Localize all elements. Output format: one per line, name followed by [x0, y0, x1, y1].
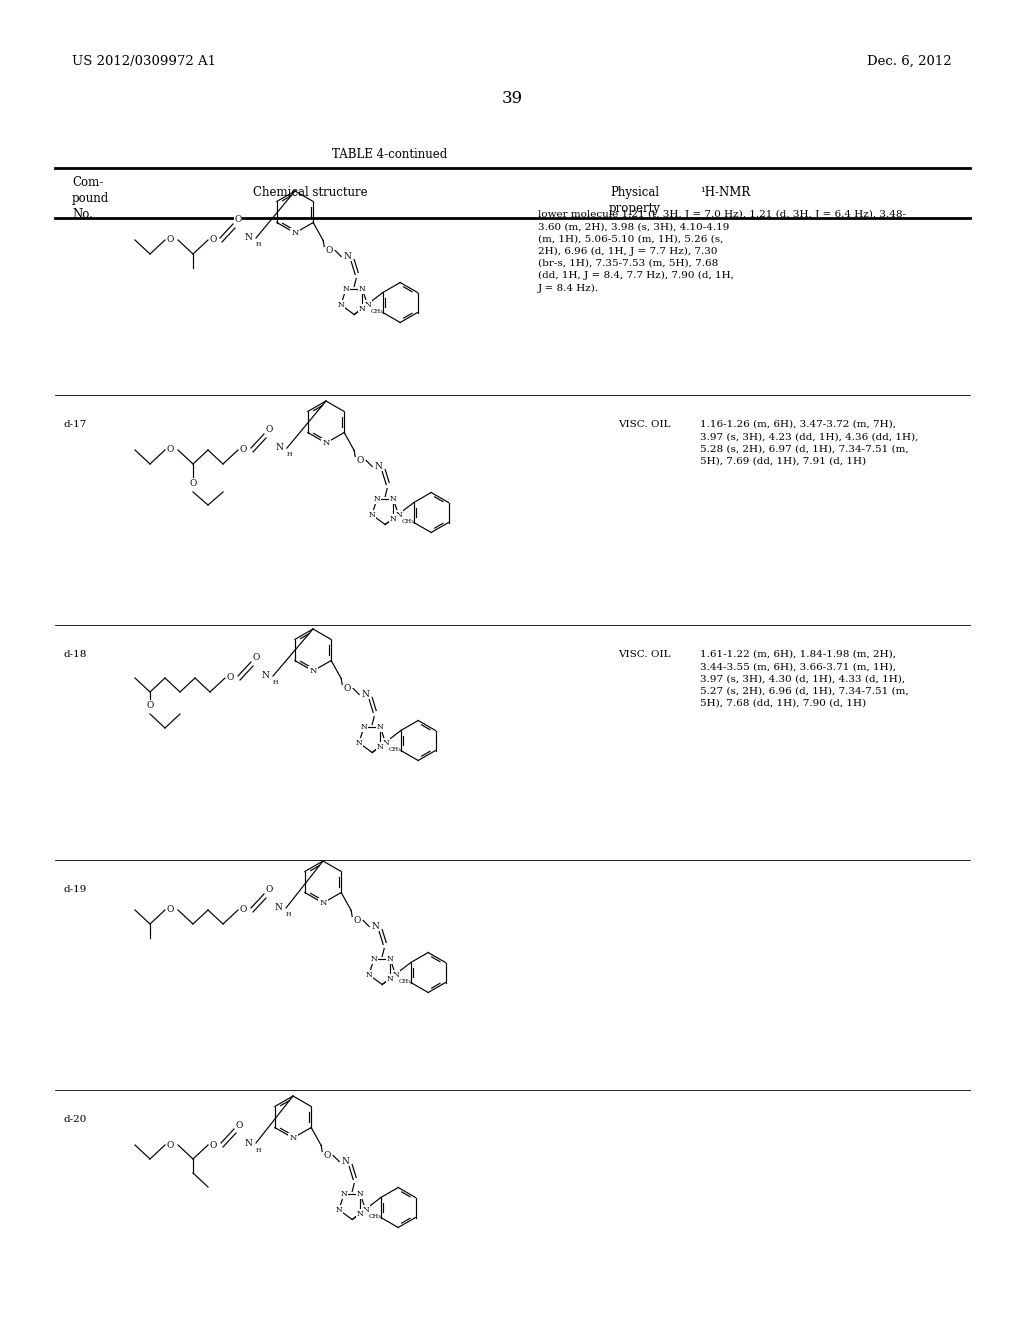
Text: N: N: [319, 899, 327, 907]
Text: N: N: [362, 1206, 369, 1214]
Text: N: N: [291, 228, 299, 238]
Text: N: N: [274, 903, 282, 912]
Text: O: O: [236, 1121, 243, 1130]
Text: CH₃: CH₃: [369, 1213, 381, 1218]
Text: N: N: [390, 515, 396, 523]
Text: N: N: [366, 970, 373, 979]
Text: CH₃: CH₃: [388, 747, 401, 751]
Text: N: N: [377, 723, 384, 731]
Text: H: H: [286, 912, 292, 917]
Text: O: O: [353, 916, 360, 925]
Text: 39: 39: [502, 90, 522, 107]
Text: O: O: [356, 455, 364, 465]
Text: N: N: [371, 956, 377, 964]
Text: N: N: [323, 440, 330, 447]
Text: N: N: [395, 511, 401, 519]
Text: N: N: [275, 444, 283, 453]
Text: VISC. OIL: VISC. OIL: [618, 649, 671, 659]
Text: O: O: [166, 235, 174, 244]
Text: N: N: [377, 743, 384, 751]
Text: O: O: [146, 701, 154, 710]
Text: VISC. OIL: VISC. OIL: [618, 420, 671, 429]
Text: O: O: [324, 1151, 331, 1160]
Text: CH₃: CH₃: [371, 309, 383, 314]
Text: N: N: [361, 690, 369, 700]
Text: O: O: [226, 673, 233, 682]
Text: N: N: [360, 723, 368, 731]
Text: CH₃: CH₃: [398, 978, 411, 983]
Text: d-17: d-17: [63, 420, 86, 429]
Text: N: N: [357, 1210, 364, 1218]
Text: H: H: [273, 681, 279, 685]
Text: CH₃: CH₃: [401, 519, 414, 524]
Text: Physical
property: Physical property: [609, 186, 660, 215]
Text: N: N: [338, 301, 344, 309]
Text: O: O: [166, 1140, 174, 1150]
Text: O: O: [189, 479, 197, 488]
Text: H: H: [256, 1147, 261, 1152]
Text: O: O: [265, 886, 272, 895]
Text: US 2012/0309972 A1: US 2012/0309972 A1: [72, 55, 216, 69]
Text: d-18: d-18: [63, 649, 86, 659]
Text: O: O: [209, 1140, 217, 1150]
Text: N: N: [387, 956, 394, 964]
Text: O: O: [240, 446, 247, 454]
Text: N: N: [359, 305, 366, 313]
Text: H: H: [287, 453, 293, 458]
Text: O: O: [252, 653, 260, 663]
Text: O: O: [240, 906, 247, 915]
Text: Chemical structure: Chemical structure: [253, 186, 368, 199]
Text: N: N: [374, 462, 382, 471]
Text: N: N: [372, 921, 379, 931]
Text: 1.16-1.26 (m, 6H), 3.47-3.72 (m, 7H),
3.97 (s, 3H), 4.23 (dd, 1H), 4.36 (dd, 1H): 1.16-1.26 (m, 6H), 3.47-3.72 (m, 7H), 3.…: [700, 420, 919, 466]
Text: N: N: [365, 301, 371, 309]
Text: N: N: [341, 1191, 347, 1199]
Text: O: O: [343, 684, 351, 693]
Text: N: N: [244, 234, 252, 243]
Text: N: N: [357, 1191, 364, 1199]
Text: O: O: [326, 246, 333, 255]
Text: N: N: [374, 495, 380, 503]
Text: N: N: [244, 1138, 252, 1147]
Text: O: O: [166, 446, 174, 454]
Text: N: N: [390, 495, 396, 503]
Text: d-20: d-20: [63, 1115, 86, 1125]
Text: TABLE 4-continued: TABLE 4-continued: [333, 148, 447, 161]
Text: N: N: [382, 739, 389, 747]
Text: N: N: [343, 252, 351, 261]
Text: O: O: [166, 906, 174, 915]
Text: d-19: d-19: [63, 884, 86, 894]
Text: ¹H-NMR: ¹H-NMR: [700, 186, 751, 199]
Text: lower molecule 1.21 (t, 3H, J = 7.0 Hz), 1.21 (d, 3H, J = 6.4 Hz), 3.48-
3.60 (m: lower molecule 1.21 (t, 3H, J = 7.0 Hz),…: [538, 210, 906, 293]
Text: O: O: [234, 215, 242, 224]
Text: N: N: [355, 739, 362, 747]
Text: N: N: [261, 672, 269, 681]
Text: N: N: [336, 1206, 342, 1214]
Text: N: N: [359, 285, 366, 293]
Text: N: N: [369, 511, 375, 519]
Text: N: N: [290, 1134, 297, 1142]
Text: N: N: [387, 975, 394, 983]
Text: N: N: [341, 1158, 349, 1166]
Text: Dec. 6, 2012: Dec. 6, 2012: [867, 55, 952, 69]
Text: 1.61-1.22 (m, 6H), 1.84-1.98 (m, 2H),
3.44-3.55 (m, 6H), 3.66-3.71 (m, 1H),
3.97: 1.61-1.22 (m, 6H), 1.84-1.98 (m, 2H), 3.…: [700, 649, 908, 708]
Text: N: N: [309, 667, 316, 675]
Text: O: O: [209, 235, 217, 244]
Text: Com-
pound
No.: Com- pound No.: [72, 176, 110, 220]
Text: N: N: [392, 970, 399, 979]
Text: H: H: [256, 243, 261, 248]
Text: N: N: [343, 285, 349, 293]
Text: O: O: [265, 425, 272, 434]
